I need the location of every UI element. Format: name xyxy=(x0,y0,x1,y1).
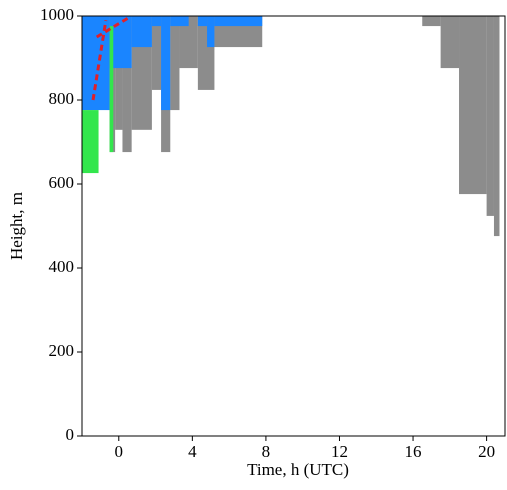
y-tick-label: 400 xyxy=(49,257,75,276)
region xyxy=(179,16,198,69)
x-axis-title: Time, h (UTC) xyxy=(247,460,349,479)
region xyxy=(170,16,189,27)
region xyxy=(493,16,500,237)
region xyxy=(109,26,114,153)
x-tick-label: 12 xyxy=(331,442,348,461)
region xyxy=(170,16,180,111)
x-tick-label: 8 xyxy=(262,442,271,461)
y-axis-title: Height, m xyxy=(7,192,26,260)
region xyxy=(131,16,152,48)
region xyxy=(214,16,263,27)
region xyxy=(82,110,99,174)
region xyxy=(151,16,162,27)
plot-frame xyxy=(81,15,506,437)
x-tick-label: 0 xyxy=(115,442,124,461)
x-tick-label: 16 xyxy=(405,442,422,461)
region xyxy=(207,16,215,48)
y-tick-label: 200 xyxy=(49,341,75,360)
region xyxy=(440,16,460,69)
region xyxy=(109,16,132,69)
region xyxy=(459,16,487,195)
region xyxy=(82,16,110,111)
y-tick-label: 1000 xyxy=(40,5,74,24)
region xyxy=(122,16,132,153)
region xyxy=(151,16,162,90)
y-tick-label: 800 xyxy=(49,89,75,108)
region xyxy=(197,16,208,27)
hatch-line xyxy=(95,16,129,39)
x-tick-label: 20 xyxy=(478,442,495,461)
x-tick-label: 4 xyxy=(188,442,197,461)
region xyxy=(161,16,171,111)
y-tick-label: 600 xyxy=(49,173,75,192)
region xyxy=(422,16,441,27)
region xyxy=(486,16,494,216)
y-tick-label: 0 xyxy=(66,425,75,444)
hatch-line xyxy=(91,19,108,101)
region xyxy=(115,16,123,130)
